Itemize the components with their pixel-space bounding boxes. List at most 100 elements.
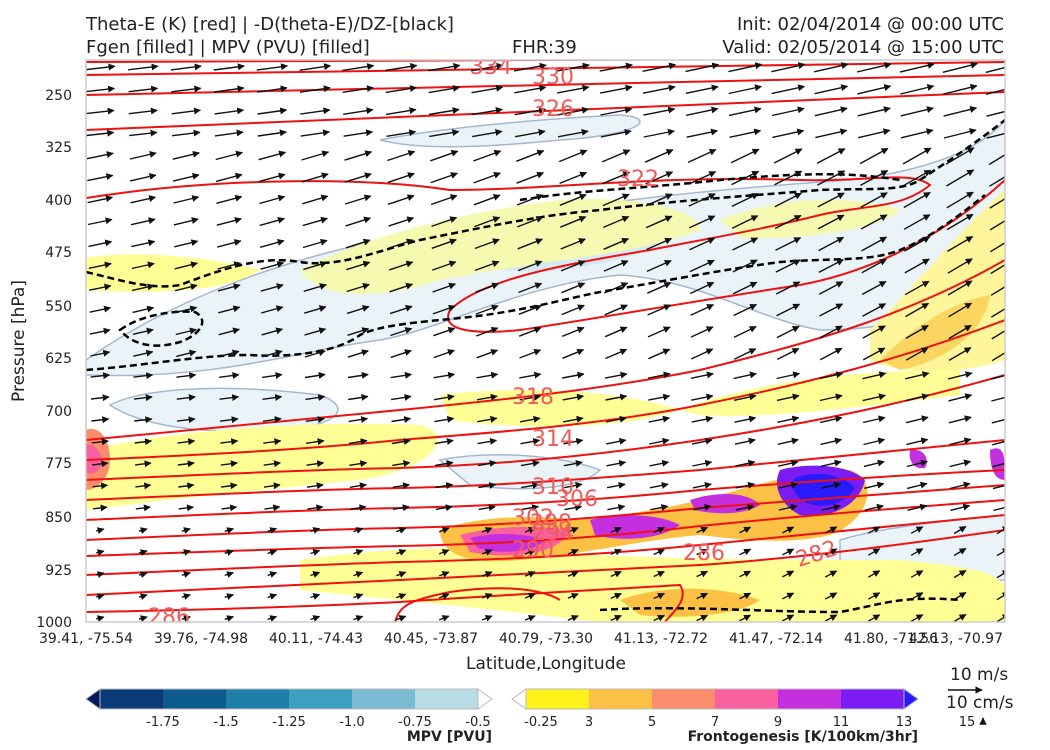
- wind-vector: [605, 393, 628, 401]
- wind-vector: [653, 592, 665, 600]
- theta-e-contour: [86, 61, 1005, 76]
- wind-vector: [733, 393, 757, 401]
- wind-vector: [782, 570, 795, 578]
- wind-vector: [690, 304, 715, 316]
- wind-vector: [821, 481, 842, 489]
- wind-vector: [263, 438, 282, 446]
- wind-vector: [733, 371, 757, 380]
- wind-vector: [347, 327, 370, 336]
- wind-vector: [257, 129, 287, 137]
- wind-vector: [607, 504, 626, 511]
- wind-vector: [782, 548, 795, 556]
- y-axis-ticks: 250 325 400 475 550 625 700 775 850 925 …: [36, 88, 72, 631]
- wind-vector: [862, 415, 886, 424]
- wind-vector: [602, 193, 630, 207]
- wind-vector: [478, 504, 496, 512]
- wind-vector: [991, 351, 1005, 362]
- wind-vector: [691, 437, 713, 445]
- wind-vector: [862, 347, 886, 361]
- wind-vector: [685, 84, 719, 94]
- wind-vector: [259, 194, 286, 205]
- wind-vector: [385, 107, 417, 116]
- wind-vectors: [86, 61, 1005, 622]
- wind-vector: [260, 283, 284, 292]
- wind-vector: [775, 281, 801, 295]
- colorbar-tick-label: -1.5: [213, 715, 238, 730]
- wind-vector: [473, 171, 501, 184]
- wind-vector: [557, 106, 590, 116]
- wind-vector: [905, 371, 930, 380]
- wind-vector: [215, 150, 243, 161]
- wind-vector: [128, 63, 159, 71]
- wind-vector: [567, 549, 579, 556]
- wind-vector: [216, 217, 242, 226]
- wind-vector: [135, 504, 151, 512]
- wind-vector: [260, 261, 285, 270]
- wind-vector: [267, 549, 278, 556]
- wind-vector: [519, 348, 542, 359]
- chart-title-line2: Fgen [filled] | MPV (PVU) [filled]: [86, 37, 370, 58]
- wind-vector: [777, 437, 799, 445]
- wind-vector: [518, 282, 543, 294]
- wind-vector: [350, 504, 367, 512]
- y-tick-label: 250: [45, 88, 72, 104]
- wind-vector: [396, 593, 407, 600]
- fgen-fill: [880, 295, 990, 370]
- wind-vector: [521, 504, 539, 512]
- contour-label: 330: [532, 65, 574, 90]
- wind-vector: [392, 504, 410, 512]
- wind-vector: [949, 481, 971, 490]
- wind-vector: [777, 459, 799, 467]
- wind-vector: [220, 438, 239, 446]
- wind-vector: [524, 527, 536, 534]
- colorbar-tick-label: 13: [896, 715, 913, 730]
- wind-vector: [300, 129, 330, 137]
- wind-vector: [862, 303, 887, 317]
- wind-vector: [173, 217, 199, 226]
- wind-vector: [902, 147, 932, 165]
- fgen-fill: [440, 390, 680, 427]
- wind-vector: [867, 592, 881, 600]
- wind-vector: [688, 193, 716, 207]
- wind-vector: [953, 591, 967, 601]
- wind-vector: [899, 61, 935, 73]
- wind-vector: [900, 84, 935, 95]
- wind-vector: [772, 128, 805, 139]
- wind-vector: [387, 172, 415, 184]
- contour-label: 318: [512, 385, 554, 410]
- colorbar-tick-label: 15: [959, 715, 976, 730]
- colorbar-segment: [903, 688, 919, 710]
- wind-vector: [563, 460, 583, 467]
- wind-vector: [133, 349, 154, 357]
- theta-e-contour: [86, 499, 1005, 557]
- wind-vector: [396, 549, 407, 556]
- wind-vector: [599, 62, 633, 72]
- y-tick-label: 625: [45, 351, 72, 367]
- wind-vector: [221, 504, 238, 512]
- wind-vector: [557, 84, 590, 94]
- wind-vector: [820, 437, 843, 446]
- wind-vector: [610, 570, 622, 578]
- wind-vector: [301, 150, 330, 161]
- wind-vector: [860, 192, 888, 208]
- wind-vector: [943, 83, 978, 95]
- wind-vector: [353, 615, 364, 622]
- wind-vector: [307, 504, 324, 512]
- wind-vector: [905, 302, 930, 318]
- wind-vector: [814, 84, 849, 95]
- wind-vector: [988, 153, 1005, 166]
- wind-vector: [905, 347, 929, 361]
- wind-vector: [256, 63, 288, 71]
- wind-vector: [520, 437, 541, 445]
- wind-vector: [990, 263, 1005, 275]
- wind-vector: [392, 460, 411, 468]
- wind-vector: [905, 393, 930, 402]
- wind-vector: [824, 526, 838, 534]
- wind-vector: [906, 459, 928, 468]
- wind-vector: [474, 216, 501, 228]
- wind-vector: [863, 459, 885, 468]
- wind-vector: [696, 570, 709, 578]
- wind-vector: [134, 416, 153, 424]
- wind-vector: [219, 394, 240, 402]
